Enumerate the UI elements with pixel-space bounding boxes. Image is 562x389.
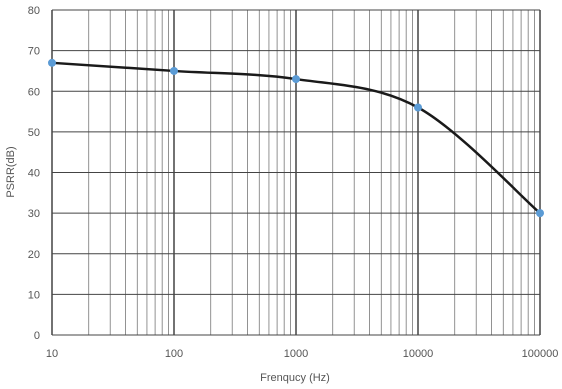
x-tick-label: 100 <box>165 348 183 360</box>
psrr-data-point <box>170 66 178 75</box>
psrr-data-point <box>536 209 544 218</box>
x-axis-ticks: 10 100 1000 10000 100000 <box>46 348 558 360</box>
y-axis-title: PSRR(dB) <box>5 146 17 197</box>
y-axis-ticks: 0 10 20 30 40 50 60 70 80 <box>28 5 40 342</box>
grid <box>51 9 541 336</box>
x-axis-title: Frenqucy (Hz) <box>260 372 330 384</box>
y-tick-label: 10 <box>28 289 40 301</box>
y-tick-label: 0 <box>34 330 40 342</box>
y-tick-label: 70 <box>28 46 40 58</box>
x-tick-label: 10000 <box>403 348 434 360</box>
x-tick-label: 1000 <box>284 348 308 360</box>
psrr-data-point <box>292 75 300 84</box>
y-tick-label: 80 <box>28 5 40 17</box>
y-tick-label: 20 <box>28 249 40 261</box>
x-tick-label: 10 <box>46 348 58 360</box>
psrr-data-point <box>414 103 422 112</box>
y-tick-label: 60 <box>28 86 40 98</box>
y-tick-label: 40 <box>28 168 40 180</box>
series-layer <box>48 58 544 218</box>
x-tick-label: 100000 <box>522 348 559 360</box>
y-tick-label: 50 <box>28 127 40 139</box>
psrr-data-point <box>48 58 56 67</box>
y-tick-label: 30 <box>28 208 40 220</box>
